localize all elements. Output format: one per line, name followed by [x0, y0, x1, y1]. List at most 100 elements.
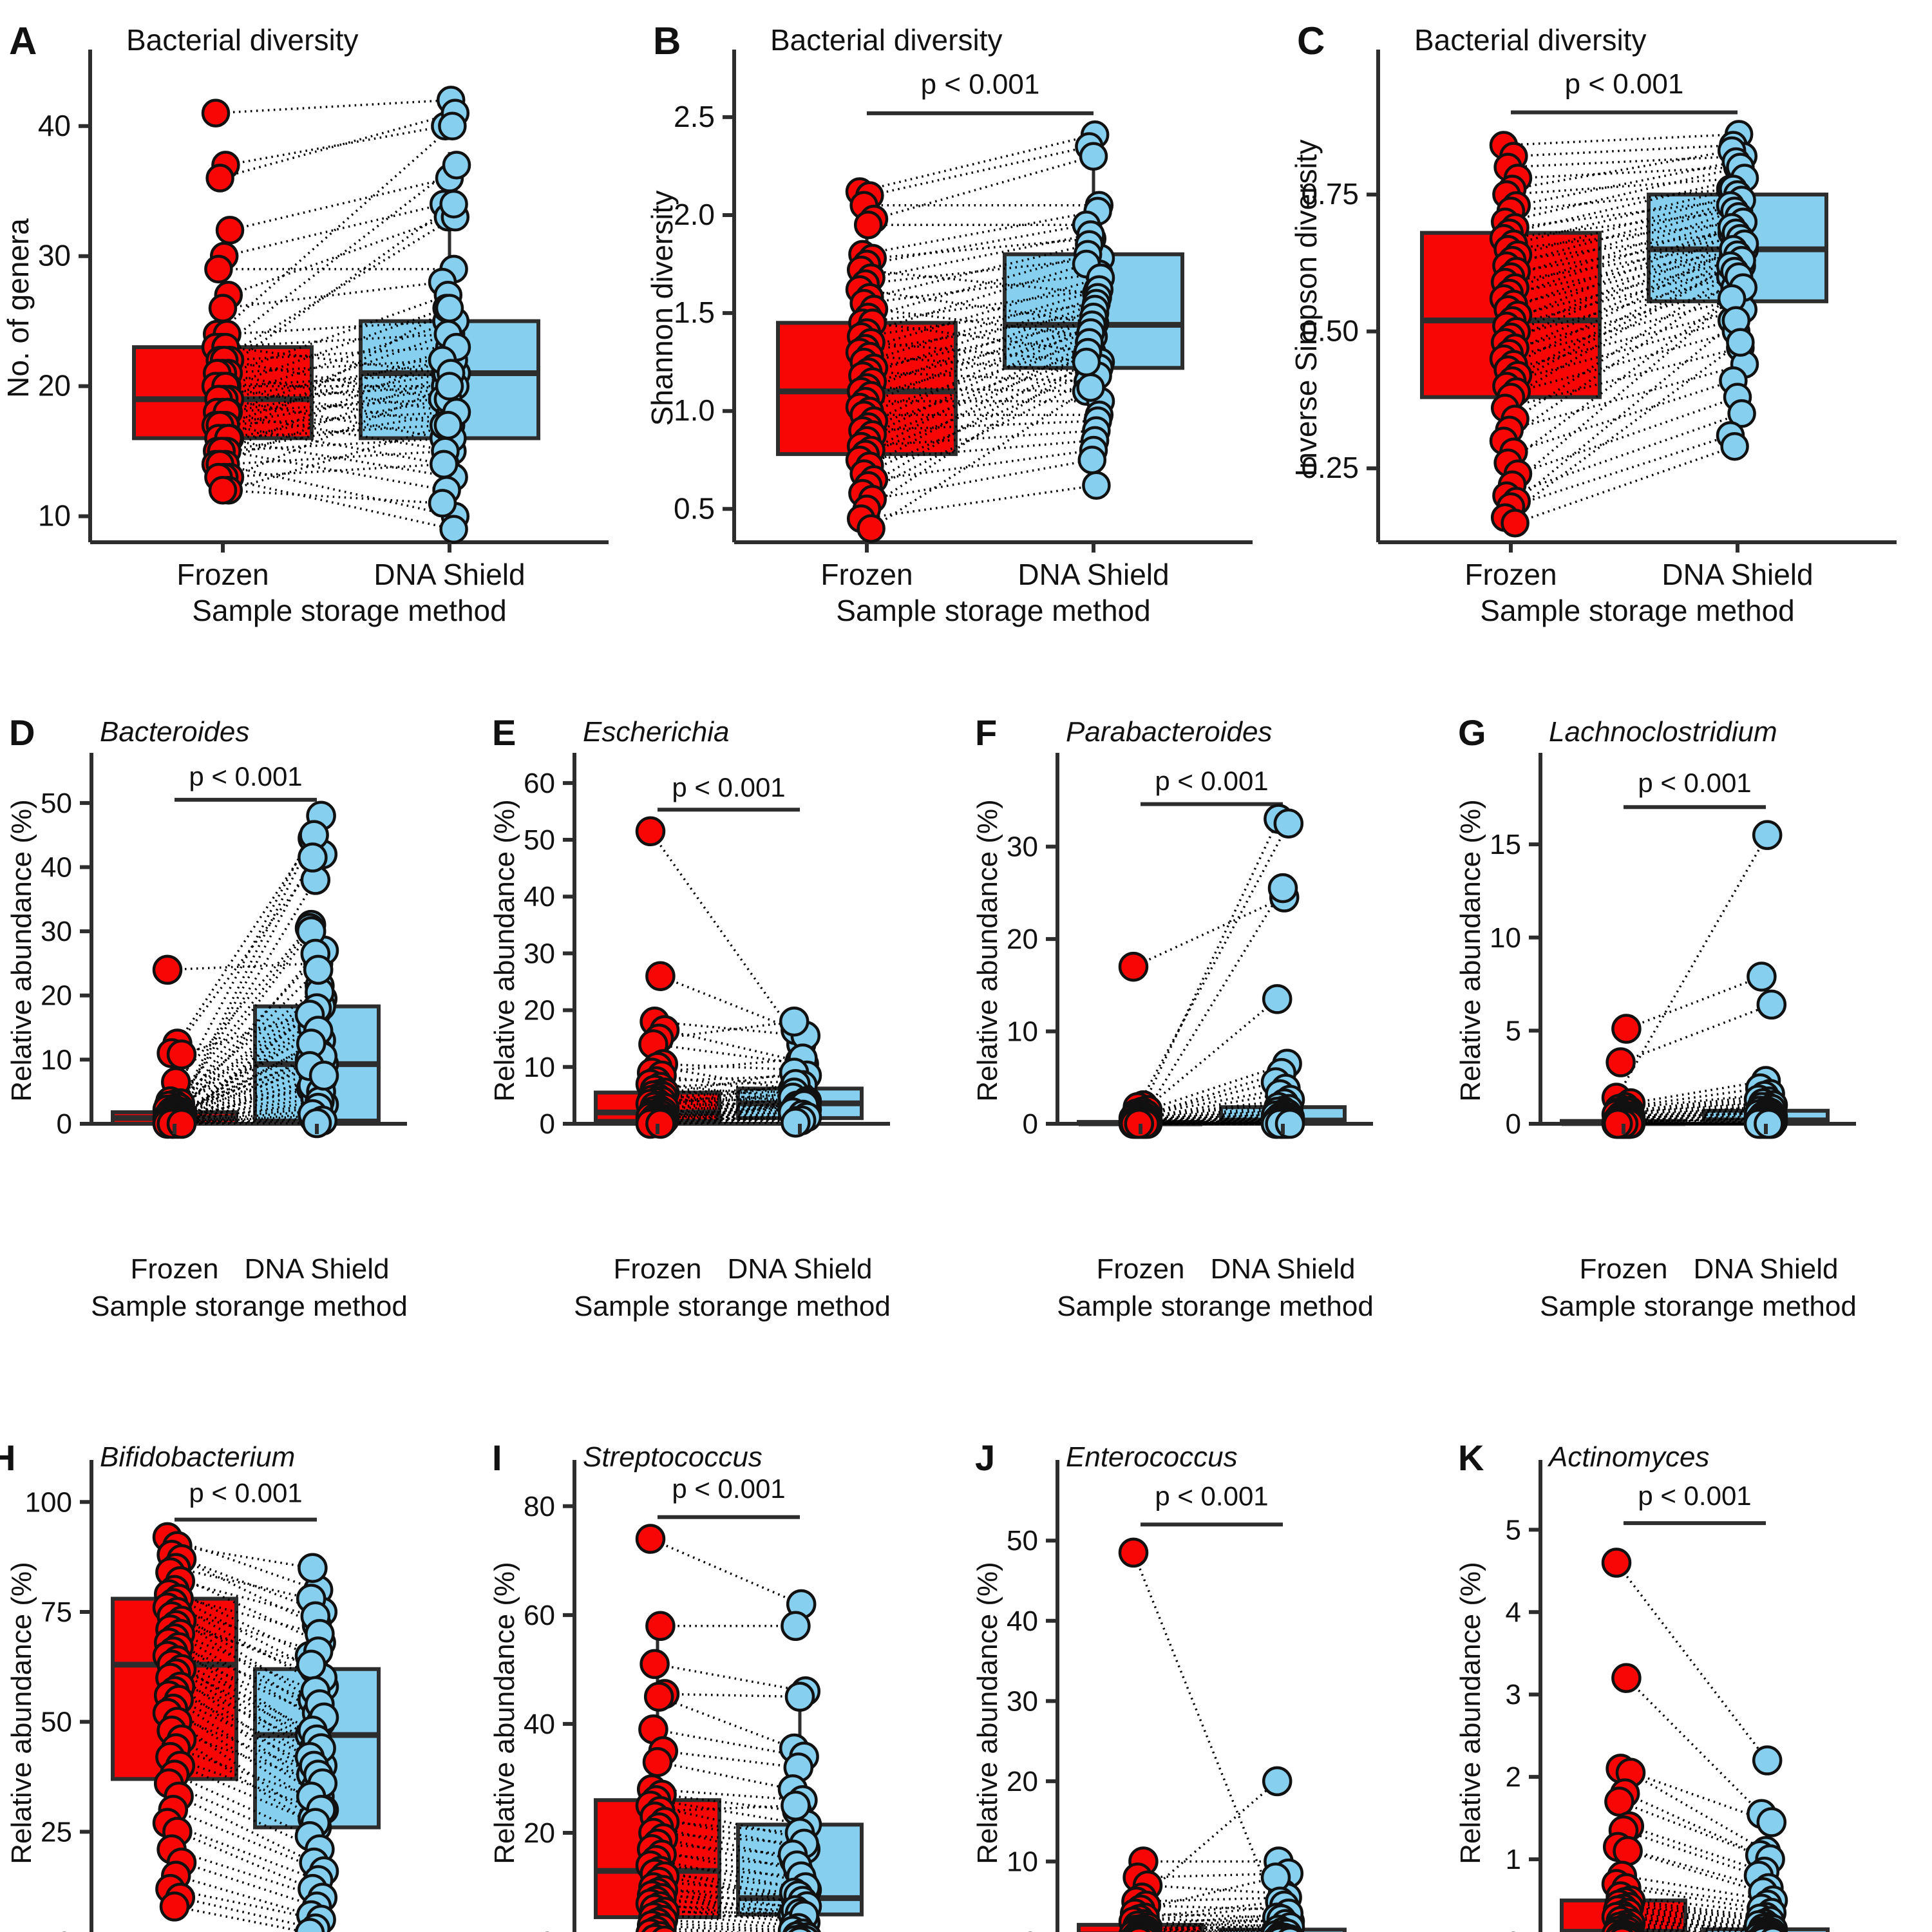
pair-connector [663, 1063, 799, 1071]
pair-connector [650, 1864, 802, 1878]
p-value-label: p < 0.001 [189, 761, 302, 791]
y-tick-label: 2.5 [674, 100, 715, 133]
data-point-shield [784, 1681, 815, 1712]
y-tick-label: 4 [1506, 1596, 1521, 1628]
pair-connector [225, 424, 446, 466]
panel-title: Parabacteroides [1066, 716, 1272, 748]
y-tick-label: 50 [41, 1707, 72, 1738]
y-tick-label: 0 [1506, 1108, 1521, 1140]
pair-connector [1619, 1111, 1770, 1120]
y-tick-label: 0.25 [1301, 451, 1359, 484]
pair-connector [1507, 220, 1744, 311]
pair-connector [1620, 1895, 1772, 1914]
pair-connector [654, 1815, 806, 1851]
data-point-shield [1727, 399, 1756, 428]
pair-connector [222, 359, 443, 453]
y-axis-title: Relative abundance (%) [489, 799, 520, 1102]
panel-title: Bifidobacterium [100, 1441, 295, 1473]
pair-connector [1133, 1117, 1285, 1123]
pair-connector [1618, 1909, 1769, 1928]
pair-connector [862, 288, 1098, 325]
pair-connector [657, 1761, 793, 1791]
group-label-frozen: Frozen [131, 1253, 219, 1285]
group-label-frozen: Frozen [614, 1253, 702, 1285]
group-label-dna-shield: DNA Shield [1018, 558, 1169, 591]
panel-title: Bacterial diversity [126, 23, 358, 57]
data-point-shield [1278, 1926, 1302, 1932]
pair-connector [652, 1894, 803, 1902]
pair-connector [171, 853, 324, 1054]
pair-connector [1516, 160, 1737, 207]
panel-title: Bacterial diversity [770, 23, 1002, 57]
pair-connector [215, 372, 451, 466]
pair-connector [1151, 1926, 1291, 1932]
pair-connector [869, 145, 1090, 197]
p-value-label: p < 0.001 [1638, 768, 1751, 798]
data-point-shield [779, 1006, 810, 1037]
y-tick-label: 2 [1506, 1761, 1521, 1793]
pair-connector [1515, 445, 1736, 524]
pair-connector [869, 341, 1090, 412]
y-tick-label: 0.75 [1301, 177, 1359, 211]
data-point-shield [429, 450, 459, 479]
group-label-dna-shield: DNA Shield [374, 558, 525, 591]
pair-connector [653, 1914, 804, 1918]
pair-connector [652, 1113, 803, 1124]
data-point-shield [442, 151, 471, 180]
pair-connector [860, 484, 1097, 520]
x-axis-title: Sample storage method [1480, 594, 1794, 627]
data-point-frozen [857, 514, 886, 543]
pair-connector [218, 437, 454, 478]
pair-connector [653, 1104, 804, 1122]
panel-title: Bacteroides [100, 716, 249, 748]
y-tick-label: 25 [41, 1816, 72, 1848]
data-point-shield [438, 111, 467, 141]
pair-connector [1627, 1850, 1764, 1893]
pair-connector [1619, 1926, 1735, 1932]
pair-connector [1622, 1115, 1774, 1121]
panel-title: Lachnoclostridium [1549, 716, 1777, 748]
panel-letter: G [1458, 712, 1486, 753]
pair-connector [218, 359, 454, 401]
pair-connector [179, 952, 317, 1115]
pair-connector [1139, 1918, 1291, 1923]
panel-title: Enterococcus [1066, 1441, 1238, 1473]
panel-letter: K [1458, 1437, 1484, 1478]
panel-letter: B [653, 19, 681, 62]
pair-connector [659, 975, 797, 1032]
pair-connector [1619, 1903, 1770, 1922]
pair-connector [1133, 1904, 1285, 1923]
panel-title: Escherichia [583, 716, 729, 748]
y-tick-label: 15 [1490, 829, 1521, 860]
pair-connector [865, 361, 1101, 455]
y-axis-title: Relative abundance (%) [972, 799, 1003, 1102]
pair-connector [658, 1826, 795, 1861]
pair-connector [866, 223, 1087, 265]
pair-connector [650, 1804, 802, 1840]
pair-connector [1504, 242, 1741, 283]
pair-connector [867, 351, 1088, 428]
data-point-frozen [208, 294, 238, 323]
data-point-shield [1082, 471, 1111, 500]
pair-connector [859, 133, 1095, 193]
pair-connector [228, 294, 449, 375]
panel-letter: J [975, 1437, 995, 1478]
pair-connector [872, 323, 1093, 436]
pair-connector [1508, 220, 1744, 251]
pair-connector [1619, 1092, 1770, 1110]
pair-connector [168, 1100, 320, 1124]
pair-connector [1509, 363, 1745, 431]
pair-connector [1136, 1896, 1287, 1903]
pair-connector [180, 1897, 316, 1930]
pair-connector [228, 216, 449, 296]
pair-connector [229, 307, 450, 439]
pair-connector [1510, 265, 1731, 399]
y-tick-label: 10 [1490, 922, 1521, 954]
pair-connector [872, 237, 1092, 260]
data-point-shield [1076, 373, 1105, 402]
pair-connector [167, 962, 319, 971]
pair-connector [1618, 1800, 1771, 1861]
pair-connector [864, 288, 1100, 363]
panel-A: A Bacterial diversity 10 20 30 40 No. of gener… [1, 19, 609, 627]
